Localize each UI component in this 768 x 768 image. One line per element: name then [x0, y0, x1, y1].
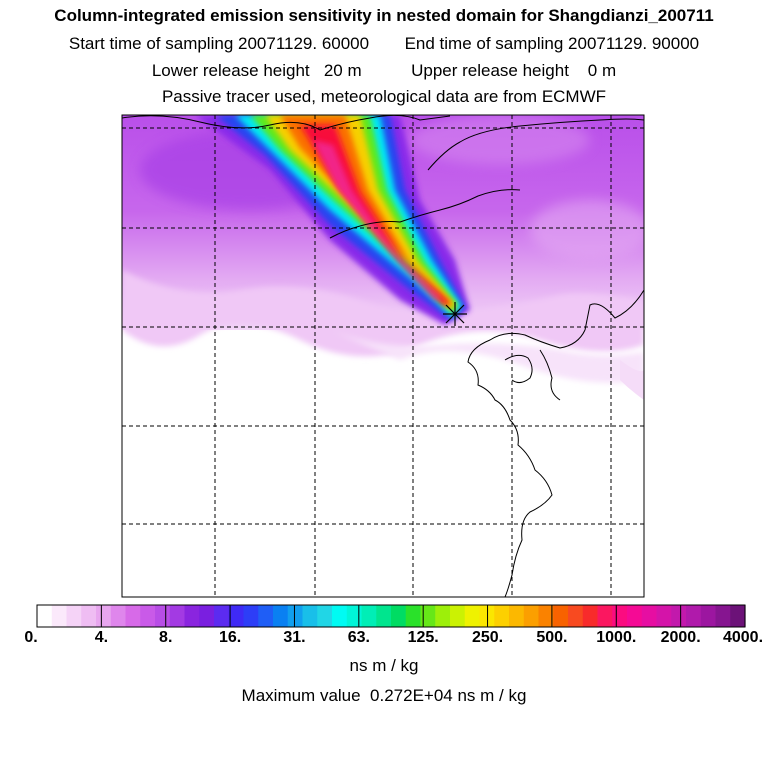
colorbar-swatch: [302, 605, 318, 627]
colorbar-swatch: [96, 605, 112, 627]
colorbar-swatch: [391, 605, 407, 627]
field-layer: [122, 115, 644, 597]
colorbar-swatch: [184, 605, 200, 627]
colorbar-swatch: [228, 605, 245, 627]
colorbar-swatch: [287, 605, 304, 627]
colorbar-tick-label: 500.: [536, 629, 568, 646]
colorbar-swatch: [169, 605, 186, 627]
colorbar-swatch: [509, 605, 525, 627]
colorbar-tick-label: 4.: [94, 629, 109, 646]
colorbar-swatch: [243, 605, 259, 627]
colorbar-swatch: [538, 605, 554, 627]
colorbar-frame: [36, 604, 746, 628]
colorbar-swatch: [420, 605, 436, 627]
colorbar-swatch: [51, 605, 68, 627]
colorbar-swatch: [332, 605, 348, 627]
colorbar-swatch: [582, 605, 599, 627]
colorbar-swatch: [37, 605, 53, 627]
field-fringe-outer: [330, 330, 644, 383]
colorbar-swatch: [405, 605, 422, 627]
plot-title: Column-integrated emission sensitivity i…: [54, 6, 714, 25]
colorbar-tick-label: 250.: [471, 629, 504, 646]
field-fringe: [122, 270, 644, 357]
max-value-label: Maximum value 0.272E+04 ns m / kg: [241, 686, 527, 705]
colorbar-swatch: [361, 605, 377, 627]
border-line-3: [584, 289, 644, 331]
colorbar-ticks: [100, 605, 682, 627]
colorbar-swatch: [155, 605, 171, 627]
colorbar-swatch: [464, 605, 481, 627]
border-line: [427, 118, 644, 171]
tracer-note: Passive tracer used, meteorological data…: [161, 87, 607, 106]
colorbar-swatch: [258, 605, 274, 627]
field-patch: [530, 200, 644, 260]
colorbar-swatch: [568, 605, 584, 627]
colorbar-swatch: [317, 605, 333, 627]
colorbar-tick-label: 0.: [24, 629, 38, 646]
colorbar-swatch: [125, 605, 141, 627]
colorbar-swatch: [656, 605, 672, 627]
colorbar-tick-label: 16.: [218, 629, 242, 646]
colorbar-swatch: [730, 605, 746, 627]
colorbar-tick-label: 1000.: [596, 629, 637, 646]
sampling-times: Start time of sampling 20071129. 60000 E…: [0, 34, 768, 54]
colorbar-swatch: [494, 605, 510, 627]
colorbar-swatch: [715, 605, 731, 627]
lower-height-label: Lower release height 20 m: [151, 61, 362, 80]
units-label: ns m / kg: [349, 656, 419, 675]
colorbar-swatch: [435, 605, 451, 627]
colorbar-tick-label: 8.: [159, 629, 173, 646]
colorbar-swatch: [641, 605, 658, 627]
border-line-2: [329, 189, 521, 239]
colorbar-swatch: [110, 605, 127, 627]
colorbar-swatch: [346, 605, 363, 627]
map-frame: [121, 114, 645, 598]
colorbar-swatch: [81, 605, 97, 627]
colorbar-swatch: [686, 605, 702, 627]
colorbar-swatch: [553, 605, 569, 627]
colorbar-swatch: [671, 605, 687, 627]
colorbar-tick-label: 31.: [283, 629, 306, 646]
map-grid: [122, 115, 644, 597]
colorbar-swatch: [140, 605, 156, 627]
upper-height-label: Upper release height 0 m: [411, 61, 617, 80]
colorbar-tick-label: 2000.: [660, 629, 701, 646]
coastline-east: [467, 329, 586, 597]
colorbar-swatch: [700, 605, 717, 627]
coastline-bay: [504, 354, 533, 384]
colorbar-tick-label: 4000.: [722, 629, 764, 646]
colorbar-swatch: [214, 605, 230, 627]
field-fringe-east: [620, 360, 644, 400]
colorbar-tick-label: 125.: [407, 629, 439, 646]
colorbar: [37, 605, 746, 627]
colorbar-swatch: [523, 605, 540, 627]
colorbar-swatch: [627, 605, 643, 627]
colorbar-swatch: [66, 605, 82, 627]
plume-peak: [313, 140, 440, 301]
coastline-north: [122, 115, 451, 131]
colorbar-swatch: [199, 605, 215, 627]
end-time-label: End time of sampling 20071129. 90000: [404, 34, 700, 53]
colorbar-tick-label: 63.: [347, 629, 370, 646]
receptor-marker: [443, 302, 467, 326]
start-time-label: Start time of sampling 20071129. 60000: [68, 34, 370, 53]
colorbar-swatch: [273, 605, 289, 627]
colorbar-swatch: [597, 605, 613, 627]
colorbar-swatch: [612, 605, 628, 627]
colorbar-swatch: [450, 605, 466, 627]
coastline-inlet: [539, 349, 561, 401]
release-heights: Lower release height 20 m Upper release …: [0, 61, 768, 81]
colorbar-swatch: [376, 605, 392, 627]
